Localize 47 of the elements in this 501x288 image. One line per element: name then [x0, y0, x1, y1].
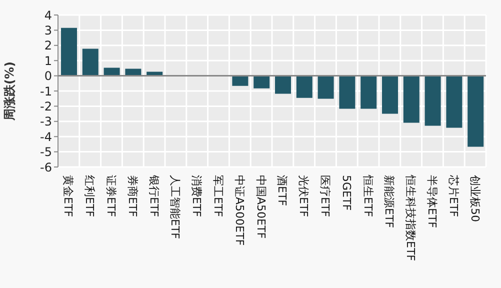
x-tick-label: 证券ETF	[104, 175, 118, 217]
bar	[232, 76, 248, 86]
bar	[424, 76, 441, 126]
y-tick-label: -5	[40, 145, 52, 160]
y-tick-label: -6	[40, 160, 52, 174]
x-tick-label: 酒ETF	[276, 175, 289, 206]
bar	[468, 76, 484, 147]
bar	[61, 28, 77, 76]
x-tick-label: 黄金ETF	[62, 175, 75, 217]
bar	[360, 76, 377, 109]
bar	[104, 68, 120, 76]
bar	[339, 76, 356, 109]
x-tick-label: 5GETF	[340, 175, 353, 211]
y-tick-label: 2	[44, 38, 52, 53]
y-axis-title: 周涨跌(%)	[2, 62, 16, 122]
y-tick-label: -2	[40, 99, 52, 114]
x-tick-label: 中国A50ETF	[254, 175, 268, 239]
x-tick-label: 消费ETF	[190, 175, 204, 217]
x-tick-label: 恒生科技指数ETF	[404, 174, 418, 261]
y-tick-label: -1	[40, 84, 52, 98]
bar	[82, 48, 98, 76]
x-tick-label: 创业板50	[468, 175, 482, 222]
y-tick-label: 0	[44, 69, 52, 84]
y-tick-label: -3	[40, 114, 52, 129]
x-tick-label: 芯片ETF	[446, 174, 460, 217]
y-tick-label: 3	[44, 23, 52, 38]
x-tick-label: 人工智能ETF	[168, 175, 182, 239]
bar	[446, 76, 462, 128]
y-tick-label: 1	[44, 54, 52, 68]
x-tick-label: 银行ETF	[147, 174, 160, 217]
bar	[403, 76, 420, 123]
x-tick-label: 医疗ETF	[318, 175, 332, 217]
x-tick-label: 中证A500ETF	[232, 175, 246, 246]
x-tick-label: 半导体ETF	[426, 175, 438, 228]
x-tick-label: 新能源ETF	[382, 175, 396, 228]
bar	[275, 76, 291, 94]
y-tick-label: 4	[44, 8, 52, 22]
bar	[318, 76, 334, 99]
bar	[382, 76, 398, 114]
x-tick-label: 光伏ETF	[297, 175, 310, 217]
y-tick-label: -4	[40, 130, 52, 144]
bar	[254, 76, 270, 88]
x-tick-label: 红利ETF	[83, 175, 96, 217]
bar	[296, 76, 312, 98]
x-tick-label: 恒生ETF	[361, 174, 374, 217]
x-tick-label: 券商ETF	[126, 175, 139, 217]
x-tick-label: 军工ETF	[212, 175, 224, 217]
